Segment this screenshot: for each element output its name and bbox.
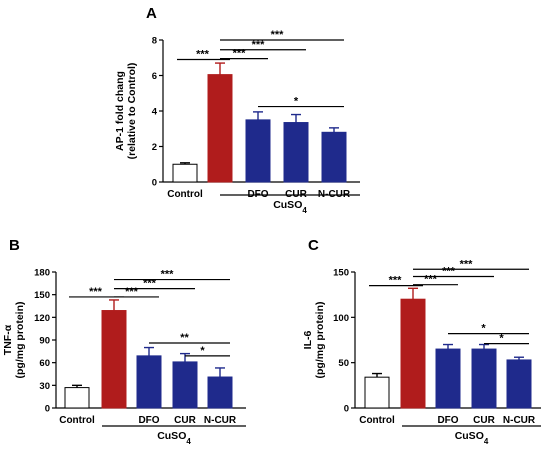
y-tick-label: 0	[152, 178, 157, 189]
bar	[364, 376, 390, 409]
category-label: Control	[167, 189, 203, 200]
group-label: CuSO4	[157, 430, 191, 446]
bar	[400, 298, 426, 409]
panel-letter: C	[308, 237, 319, 254]
category-label: N-CUR	[204, 415, 237, 426]
group-label-subscript: 4	[484, 437, 489, 446]
panel-b: B 0 30 60 90 120 150 180 TNF-α (pg/mg protein) Con…	[2, 237, 246, 446]
significance-label: ***	[424, 274, 438, 286]
significance-label: ***	[161, 269, 175, 281]
y-tick-label: 0	[45, 404, 50, 415]
significance-label: ***	[460, 258, 474, 270]
y-tick-label: 150	[34, 290, 50, 301]
significance-label: ***	[125, 286, 139, 298]
significance-label: ***	[271, 29, 285, 41]
y-tick-label: 150	[333, 268, 349, 279]
y-tick-label: 4	[152, 107, 158, 118]
bar	[471, 348, 497, 409]
significance-label: *	[200, 345, 205, 357]
significance-label: *	[294, 96, 299, 108]
panel-letter: A	[146, 5, 157, 22]
bar	[283, 122, 309, 183]
significance-label: **	[180, 332, 189, 344]
bar	[172, 361, 198, 409]
group-label: CuSO4	[273, 199, 307, 215]
category-label: CUR	[473, 415, 495, 426]
bar	[136, 355, 162, 409]
bar	[64, 387, 90, 409]
significance-label: ***	[233, 48, 247, 60]
category-label: CUR	[174, 415, 196, 426]
panel-letter: B	[9, 237, 20, 254]
significance-label: ***	[89, 286, 103, 298]
y-axis-title: TNF-α	[2, 324, 14, 355]
bar	[207, 376, 233, 409]
significance-label: ***	[196, 49, 210, 61]
y-tick-label: 2	[152, 142, 157, 153]
y-tick-label: 180	[34, 268, 50, 279]
y-tick-label: 90	[39, 336, 50, 347]
y-axis-title: AP-1 fold chang	[114, 71, 126, 151]
category-label: Control	[59, 415, 95, 426]
y-axis-subtitle: (relative to Control)	[126, 63, 138, 160]
y-axis-title: IL-6	[302, 331, 314, 350]
significance-label: ***	[389, 275, 403, 287]
significance-label: *	[499, 333, 504, 345]
bar	[207, 74, 233, 183]
category-label: DFO	[138, 415, 159, 426]
y-tick-label: 50	[338, 358, 349, 369]
group-label-subscript: 4	[302, 206, 307, 215]
y-tick-label: 60	[39, 358, 50, 369]
panel-c: C 0 50 100 150 IL-6 (pg/mg protein) Control DFO C…	[302, 237, 541, 446]
significance-label: ***	[143, 278, 157, 290]
bar	[506, 359, 532, 409]
bar	[172, 163, 198, 183]
bar	[321, 131, 347, 183]
y-tick-label: 100	[333, 313, 349, 324]
bar	[435, 348, 461, 409]
bar	[245, 119, 271, 183]
significance-label: *	[481, 323, 486, 335]
y-tick-label: 6	[152, 71, 157, 82]
y-axis-subtitle: (pg/mg protein)	[314, 302, 326, 379]
group-label-subscript: 4	[186, 437, 191, 446]
panel-a: A 0 2 4 6 8 AP-1 fold chang (relative to Contro…	[114, 5, 360, 215]
significance-label: ***	[442, 266, 456, 278]
category-label: Control	[359, 415, 395, 426]
category-label: N-CUR	[503, 415, 536, 426]
y-tick-label: 8	[152, 36, 157, 47]
y-tick-label: 30	[39, 381, 50, 392]
category-label: DFO	[437, 415, 458, 426]
y-axis-subtitle: (pg/mg protein)	[14, 302, 26, 379]
group-label: CuSO4	[455, 430, 489, 446]
significance-label: ***	[252, 39, 266, 51]
y-tick-label: 0	[344, 404, 349, 415]
bar	[101, 310, 127, 409]
y-tick-label: 120	[34, 313, 50, 324]
